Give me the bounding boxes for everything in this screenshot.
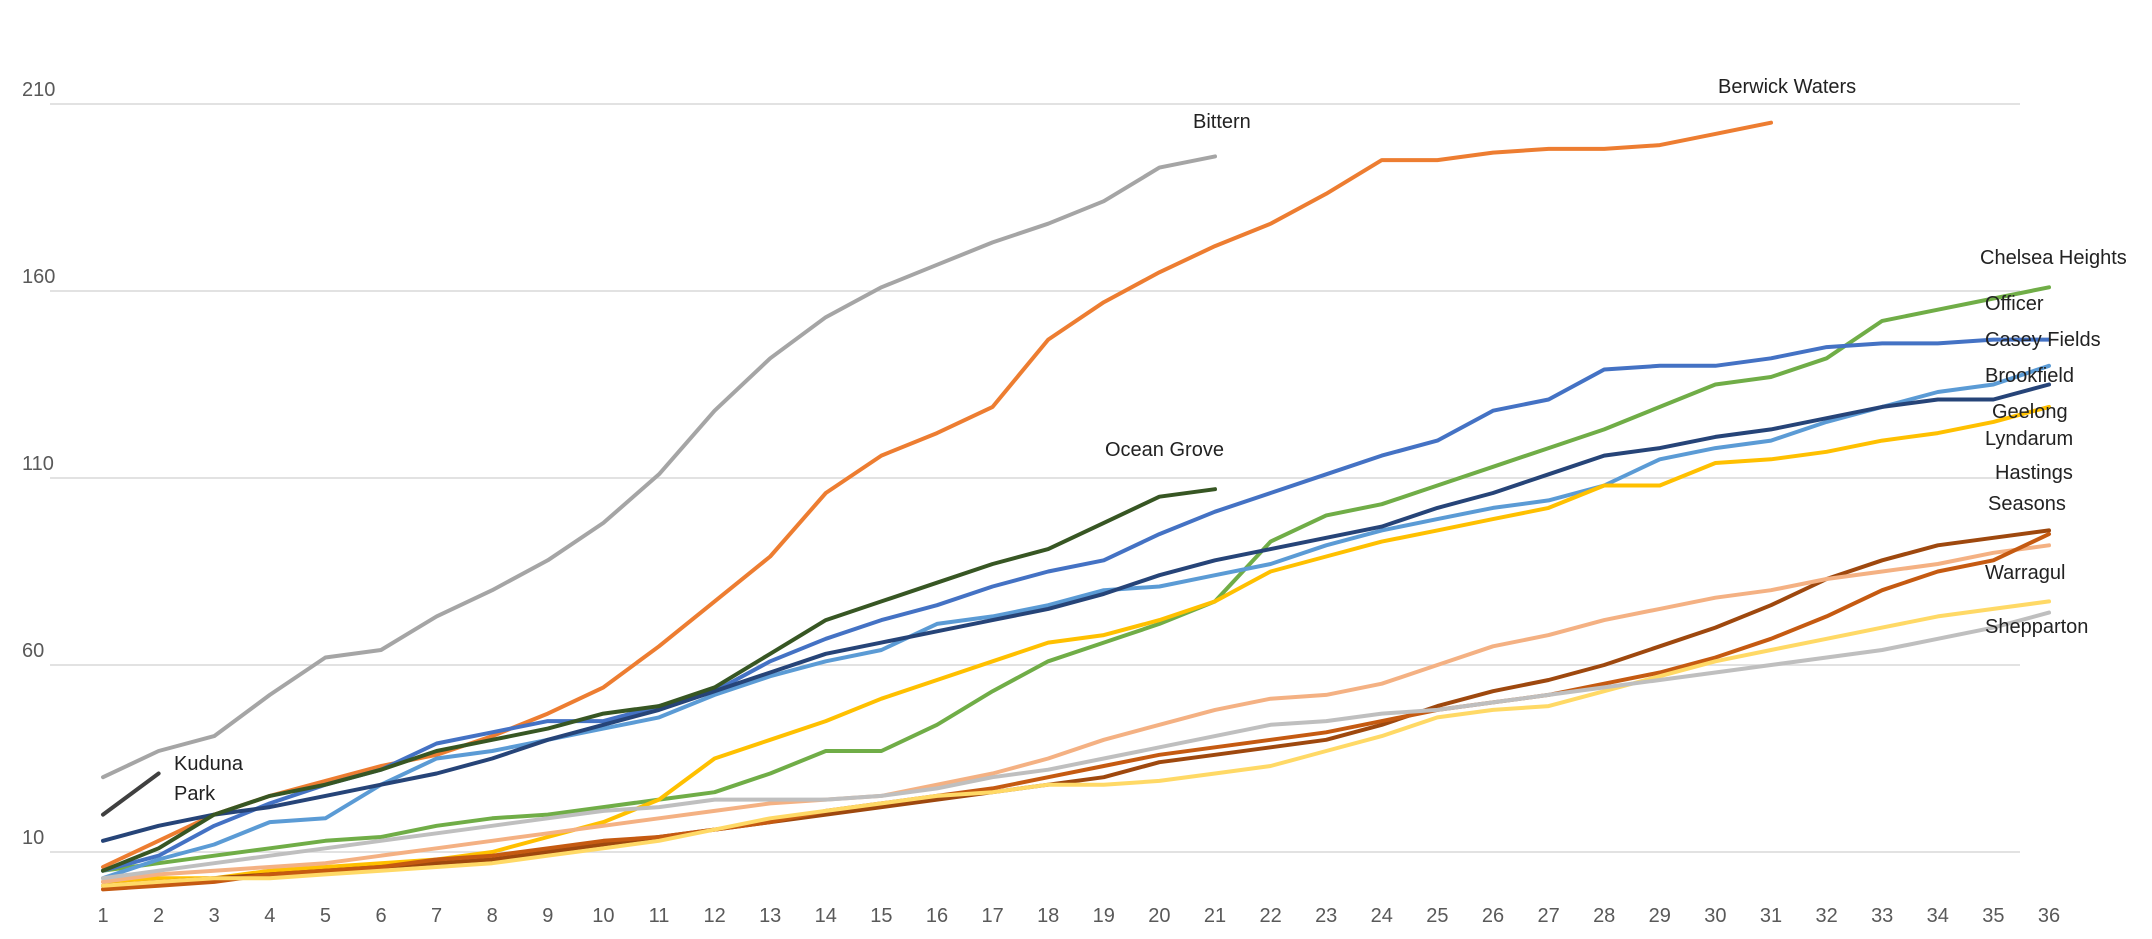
x-tick-label: 6: [375, 905, 386, 927]
x-axis-tick-labels: 1 2 3 4 5 6 7 8 9 10 11 12 13 14 15 16 17 18 19 20 21 22 23 24 2…: [97, 905, 2060, 927]
x-tick-label: 3: [209, 905, 220, 927]
x-tick-label: 29: [1649, 905, 1671, 927]
x-tick-label: 10: [592, 905, 614, 927]
series-line-kuduna-park: [101, 771, 161, 817]
x-tick-label: 36: [2038, 905, 2060, 927]
y-axis-tick-labels: 10 60 110 160 210: [22, 79, 55, 849]
x-tick-label: 26: [1482, 905, 1504, 927]
x-tick-label: 30: [1704, 905, 1726, 927]
x-tick-label: 12: [703, 905, 725, 927]
series-line-shepparton: [101, 610, 2051, 881]
x-tick-label: 15: [870, 905, 892, 927]
series-line-ocean-grove: [101, 487, 1217, 873]
x-tick-label: 11: [649, 905, 670, 927]
series-label-chelsea-heights: Chelsea Heights: [1980, 247, 2127, 269]
x-tick-label: 17: [981, 905, 1003, 927]
series-label-bittern: Bittern: [1193, 111, 1251, 133]
x-tick-label: 21: [1204, 905, 1226, 927]
series-lines: [101, 120, 2051, 892]
gridlines: [50, 103, 2020, 853]
series-label-berwick-waters: Berwick Waters: [1718, 76, 1856, 98]
series-label-shepparton: Shepparton: [1985, 616, 2088, 638]
x-tick-label: 19: [1093, 905, 1115, 927]
x-tick-label: 5: [320, 905, 331, 927]
series-label-warragul: Warragul: [1985, 562, 2065, 584]
y-tick-label: 60: [22, 640, 44, 662]
x-tick-label: 1: [97, 905, 108, 927]
series-label-kuduna-park: Kuduna Park: [174, 753, 244, 805]
x-tick-label: 7: [431, 905, 442, 927]
series-line-geelong: [101, 382, 2051, 843]
x-tick-label: 33: [1871, 905, 1893, 927]
x-tick-label: 35: [1982, 905, 2004, 927]
x-tick-label: 16: [926, 905, 948, 927]
x-tick-label: 9: [542, 905, 553, 927]
series-line-chelsea-heights: [101, 285, 2051, 873]
series-label-lyndarum: Lyndarum: [1985, 428, 2073, 450]
series-label-brookfield: Brookfield: [1985, 365, 2074, 387]
x-tick-label: 31: [1760, 905, 1782, 927]
x-tick-label: 14: [815, 905, 837, 927]
series-line-hastings: [101, 543, 2051, 884]
x-tick-label: 23: [1315, 905, 1337, 927]
series-label-geelong: Geelong: [1992, 401, 2068, 423]
x-tick-label: 22: [1259, 905, 1281, 927]
y-tick-label: 110: [22, 453, 54, 475]
series-line-officer: [101, 337, 2051, 873]
x-tick-label: 20: [1148, 905, 1170, 927]
x-tick-label: 25: [1426, 905, 1448, 927]
series-label-seasons: Seasons: [1988, 493, 2066, 515]
x-tick-label: 2: [153, 905, 164, 927]
series-label-hastings: Hastings: [1995, 462, 2073, 484]
y-tick-label: 10: [22, 827, 44, 849]
series-line-bittern: [101, 154, 1217, 780]
y-tick-label: 210: [22, 79, 55, 101]
series-label-casey-fields: Casey Fields: [1985, 329, 2101, 351]
y-tick-label: 160: [22, 266, 55, 288]
x-tick-label: 8: [487, 905, 498, 927]
series-label-officer: Officer: [1985, 293, 2044, 315]
x-tick-label: 13: [759, 905, 781, 927]
series-line-casey-fields: [101, 363, 2051, 881]
x-tick-label: 32: [1815, 905, 1837, 927]
series-labels: Bittern Berwick Waters Chelsea Heights Offi…: [174, 76, 2127, 805]
series-label-ocean-grove: Ocean Grove: [1105, 439, 1224, 461]
series-line-berwick-waters: [101, 120, 1773, 869]
x-tick-label: 27: [1537, 905, 1559, 927]
series-line-warragul: [101, 599, 2051, 888]
x-tick-label: 4: [264, 905, 275, 927]
x-tick-label: 18: [1037, 905, 1059, 927]
series-line-seasons: [101, 532, 2051, 892]
x-tick-label: 24: [1371, 905, 1393, 927]
x-tick-label: 34: [1927, 905, 1949, 927]
series-line-lyndarum: [101, 528, 2051, 888]
x-tick-label: 28: [1593, 905, 1615, 927]
